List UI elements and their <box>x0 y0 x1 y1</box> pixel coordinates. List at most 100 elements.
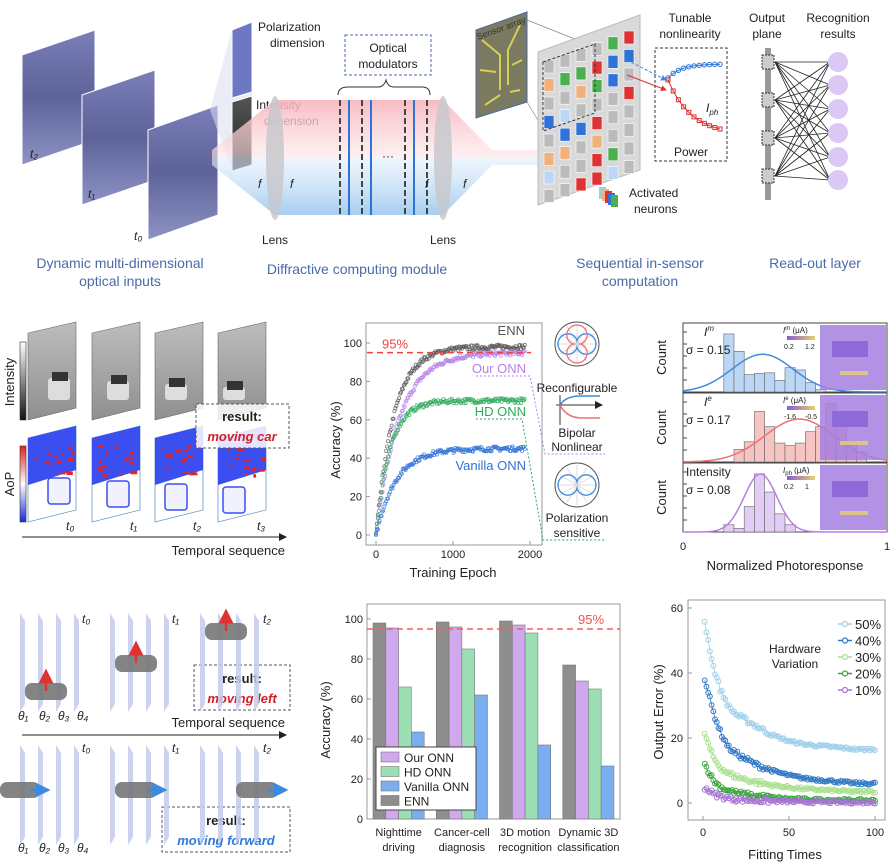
legend-label: 40% <box>855 634 881 649</box>
photoresponse-map-inset <box>820 325 886 390</box>
optical-modulators-label-2: modulators <box>358 57 417 71</box>
histogram-bar <box>754 373 765 393</box>
aop-speckle <box>130 456 134 460</box>
data-point <box>760 766 767 773</box>
aop-speckle <box>245 473 249 476</box>
sensor-cell <box>607 110 619 125</box>
x-tick-label: 100 <box>866 827 884 839</box>
network-edge <box>774 99 831 158</box>
data-point <box>421 405 426 410</box>
data-point <box>731 708 737 715</box>
polar-grid-line <box>559 333 595 355</box>
histogram-bar <box>733 528 745 533</box>
result-label: result: <box>222 671 262 686</box>
data-point <box>395 400 400 405</box>
iph-base: I <box>706 101 710 115</box>
data-point <box>385 459 390 464</box>
polar-lobe <box>566 324 588 364</box>
sensor-cell <box>623 30 635 45</box>
histogram-bar <box>794 369 806 393</box>
data-point <box>753 781 760 788</box>
sensor-cell <box>559 90 571 105</box>
data-point <box>832 798 839 805</box>
aop-car <box>222 486 246 514</box>
time-label: t₁ <box>172 612 179 626</box>
data-point <box>398 413 403 418</box>
tunable-nonlinearity-label: Tunable <box>669 11 712 25</box>
recognition-node <box>828 147 848 167</box>
input-frame-t0 <box>147 104 219 241</box>
series-line <box>704 621 876 752</box>
threshold-label: 95% <box>578 612 604 627</box>
aop-speckle <box>102 474 108 477</box>
optical-modulators-label: Optical <box>369 41 406 55</box>
sensor-cell <box>559 109 571 123</box>
time-label: t₀ <box>66 519 74 533</box>
aop-speckle <box>252 467 257 472</box>
y-axis-label: Count <box>654 410 669 445</box>
output-plane-label-2: plane <box>752 27 782 41</box>
category-label: classification <box>557 842 619 854</box>
data-point <box>449 396 454 401</box>
bar-hd-onn <box>524 632 539 820</box>
data-point <box>428 454 433 459</box>
data-point <box>461 400 466 405</box>
data-point <box>422 452 427 457</box>
data-point <box>373 533 378 538</box>
series-40pct <box>701 677 878 788</box>
data-point <box>701 730 708 737</box>
network-edge <box>774 137 831 181</box>
sensor-cell <box>607 147 619 162</box>
histogram-bar <box>754 473 765 533</box>
polarizer-lane <box>20 613 25 712</box>
network-edge <box>774 99 831 134</box>
legend-marker <box>841 686 849 694</box>
frame-label-t1: t₁ <box>88 187 95 201</box>
legend-label: Vanilla ONN <box>404 780 469 794</box>
data-point <box>410 368 415 373</box>
sigma-label: σ = 0.17 <box>686 413 731 427</box>
time-label: t₁ <box>130 519 137 533</box>
polarizer-lane <box>218 745 223 845</box>
angle-label: θ₄ <box>77 709 89 723</box>
car-icon <box>0 782 40 798</box>
panel-label: Im <box>704 324 714 339</box>
aop-speckle <box>49 462 52 467</box>
data-point <box>399 471 404 476</box>
sensor-cell <box>623 104 635 119</box>
aop-car <box>164 483 188 511</box>
sigma-label: σ = 0.08 <box>686 483 731 497</box>
aop-speckle <box>175 449 182 453</box>
legend-label: ENN <box>404 795 429 809</box>
sensor-cell <box>607 129 619 143</box>
series-label: Our ONN <box>472 361 526 376</box>
data-point <box>398 424 403 429</box>
activated-neurons-label: Activated <box>629 186 678 200</box>
data-point <box>398 422 403 427</box>
network-edge <box>774 61 831 177</box>
sensor-cell <box>623 141 635 156</box>
aop-speckle <box>34 457 37 459</box>
time-label: t₀ <box>82 612 90 626</box>
legend-swatch <box>380 766 400 777</box>
polarizer-lane <box>164 613 169 712</box>
network-edge <box>774 137 831 158</box>
output-detector <box>761 130 775 146</box>
output-detector <box>761 168 775 184</box>
data-point <box>519 448 524 453</box>
legend-title: Hardware <box>769 642 821 656</box>
data-point <box>737 788 744 795</box>
series-hd-onn <box>373 396 527 538</box>
data-point <box>427 367 432 372</box>
aop-speckle <box>120 472 123 476</box>
aop-speckle <box>54 455 59 458</box>
nonlinearity-point-red <box>675 97 681 103</box>
angle-label: θ₂ <box>39 841 51 855</box>
data-point <box>482 399 487 404</box>
tunable-nonlinearity-label-2: nonlinearity <box>659 27 720 41</box>
output-plane-bar <box>765 48 771 200</box>
data-point <box>420 401 425 406</box>
sensor-cell <box>543 78 555 92</box>
nonlinearity-point-red <box>670 88 676 94</box>
blue-beam <box>275 158 443 215</box>
